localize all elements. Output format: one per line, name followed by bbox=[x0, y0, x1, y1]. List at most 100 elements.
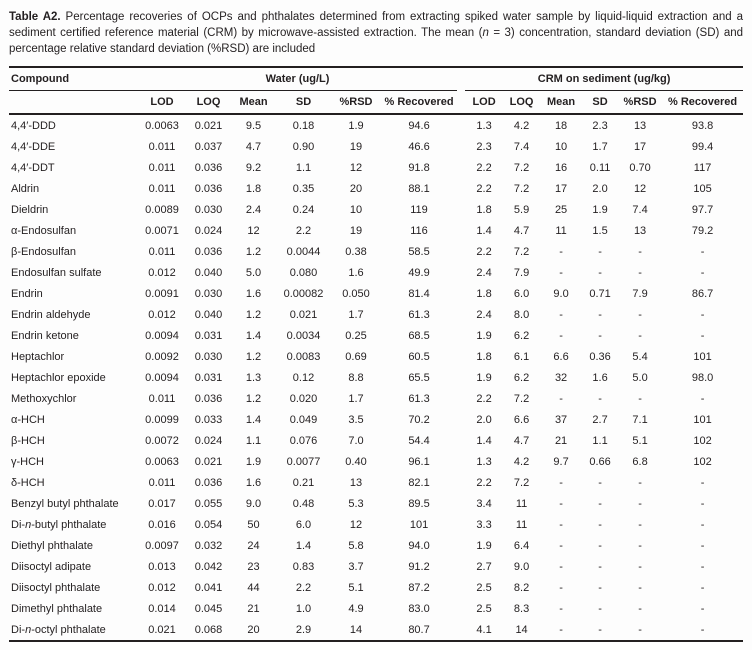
water-rsd-cell: 1.9 bbox=[348, 119, 364, 132]
water-recovered-cell: 65.5 bbox=[408, 371, 430, 384]
column-gap-cell bbox=[457, 577, 465, 598]
crm-sd-cell: - bbox=[598, 623, 602, 636]
water-sd-cell: 1.1 bbox=[295, 161, 312, 174]
water-rsd-header: %RSD bbox=[331, 90, 381, 115]
water-mean-cell: 1.8 bbox=[245, 182, 262, 195]
crm-rsd-cell: 7.4 bbox=[632, 203, 648, 216]
crm-rsd-cell: 17 bbox=[633, 140, 647, 153]
sub-header-blank bbox=[9, 90, 138, 115]
water-mean-cell: 21 bbox=[247, 602, 260, 615]
water-rsd-cell: 10 bbox=[349, 203, 363, 216]
crm-loq-cell: 5.9 bbox=[513, 203, 530, 216]
column-gap-cell bbox=[457, 241, 465, 262]
crm-sd-cell: 2.7 bbox=[592, 413, 608, 426]
water-sd-cell: 0.0034 bbox=[286, 329, 321, 342]
crm-recovered-cell: - bbox=[700, 266, 705, 279]
crm-sd-cell: 1.9 bbox=[592, 203, 608, 216]
water-lod-cell: 0.011 bbox=[148, 161, 176, 174]
water-rsd-cell: 20 bbox=[349, 182, 363, 195]
crm-lod-cell: 1.8 bbox=[476, 287, 492, 300]
column-gap-cell bbox=[457, 493, 465, 514]
crm-lod-cell: 3.4 bbox=[476, 497, 492, 510]
table-body: 4,4′-DDD 0.0063 0.021 9.5 0.18 1.9 94.6 1.3 4.2 1… bbox=[9, 114, 743, 641]
compound-name-cell: Endrin ketone bbox=[11, 329, 79, 342]
water-loq-header: LOQ bbox=[186, 90, 231, 115]
water-loq-cell: 0.024 bbox=[194, 434, 223, 447]
water-mean-cell: 50 bbox=[247, 518, 260, 531]
column-gap-cell bbox=[457, 178, 465, 199]
compound-name-cell: Endrin bbox=[11, 287, 43, 300]
table-row: 4,4′-DDE 0.011 0.037 4.7 0.90 19 46.6 2.3 7.4 10 1… bbox=[9, 136, 743, 157]
water-lod-cell: 0.011 bbox=[148, 182, 176, 195]
crm-sd-cell: 1.6 bbox=[592, 371, 608, 384]
water-mean-cell: 1.2 bbox=[245, 308, 262, 321]
crm-lod-cell: 1.4 bbox=[476, 224, 492, 237]
crm-rsd-cell: - bbox=[638, 560, 642, 573]
crm-mean-cell: 16 bbox=[554, 161, 568, 174]
crm-lod-cell: 2.5 bbox=[476, 581, 492, 594]
water-lod-cell: 0.0097 bbox=[145, 539, 179, 552]
crm-group-header: CRM on sediment (ug/kg) bbox=[465, 66, 744, 91]
column-gap-cell bbox=[457, 409, 465, 430]
crm-loq-cell: 7.2 bbox=[513, 182, 530, 195]
water-mean-cell: 1.2 bbox=[245, 350, 262, 363]
water-mean-cell: 5.0 bbox=[245, 266, 262, 279]
water-sd-cell: 2.2 bbox=[295, 581, 312, 594]
group-gap bbox=[457, 66, 466, 91]
water-mean-header: Mean bbox=[231, 90, 276, 115]
water-recovered-cell: 116 bbox=[410, 224, 428, 237]
table-row: Dieldrin 0.0089 0.030 2.4 0.24 10 119 1.8 5.9 25 1… bbox=[9, 199, 743, 220]
crm-sd-cell: - bbox=[598, 476, 602, 489]
crm-lod-cell: 2.2 bbox=[476, 245, 492, 258]
table-row: Dimethyl phthalate 0.014 0.045 21 1.0 4.9 83.0… bbox=[9, 598, 743, 619]
water-mean-cell: 44 bbox=[247, 581, 260, 594]
water-sd-cell: 0.021 bbox=[289, 308, 318, 321]
crm-sd-cell: 0.11 bbox=[589, 161, 611, 174]
crm-recovered-cell: 93.8 bbox=[691, 119, 714, 132]
water-recovered-cell: 80.7 bbox=[408, 623, 430, 636]
water-loq-cell: 0.040 bbox=[194, 266, 223, 279]
crm-mean-cell: 37 bbox=[554, 413, 568, 426]
water-recovered-cell: 119 bbox=[410, 203, 428, 216]
crm-loq-cell: 8.3 bbox=[513, 602, 530, 615]
table-row: 4,4′-DDT 0.011 0.036 9.2 1.1 12 91.8 2.2 7.2 16 0.… bbox=[9, 157, 743, 178]
water-lod-cell: 0.0063 bbox=[145, 455, 179, 468]
crm-mean-cell: - bbox=[559, 476, 563, 489]
water-loq-cell: 0.033 bbox=[194, 413, 223, 426]
water-lod-cell: 0.014 bbox=[148, 602, 176, 615]
water-sd-cell: 0.90 bbox=[292, 140, 315, 153]
water-loq-cell: 0.041 bbox=[194, 581, 223, 594]
crm-lod-cell: 2.3 bbox=[476, 140, 492, 153]
crm-mean-cell: - bbox=[559, 392, 563, 405]
crm-sd-cell: - bbox=[598, 266, 602, 279]
compound-name-cell: Methoxychlor bbox=[11, 392, 77, 405]
crm-loq-header: LOQ bbox=[503, 90, 541, 115]
water-lod-cell: 0.011 bbox=[148, 392, 176, 405]
column-gap-cell bbox=[457, 199, 465, 220]
crm-loq-cell: 6.0 bbox=[513, 287, 530, 300]
compound-name-cell: Heptachlor epoxide bbox=[11, 371, 106, 384]
water-mean-cell: 1.2 bbox=[245, 392, 262, 405]
crm-recovered-cell: - bbox=[700, 245, 705, 258]
water-recovered-cell: 94.0 bbox=[408, 539, 430, 552]
water-mean-cell: 1.9 bbox=[245, 455, 262, 468]
crm-recovered-cell: - bbox=[700, 518, 705, 531]
crm-rsd-cell: 5.0 bbox=[632, 371, 648, 384]
compound-name-cell: 4,4′-DDT bbox=[11, 161, 55, 174]
column-gap-cell bbox=[457, 304, 465, 325]
water-rsd-cell: 0.38 bbox=[345, 245, 367, 258]
water-mean-cell: 12 bbox=[247, 224, 260, 237]
crm-lod-cell: 2.4 bbox=[476, 266, 492, 279]
water-sd-cell: 0.48 bbox=[292, 497, 315, 510]
crm-loq-cell: 11 bbox=[515, 518, 528, 531]
water-lod-cell: 0.0071 bbox=[145, 224, 179, 237]
table-row: β-Endosulfan 0.011 0.036 1.2 0.0044 0.38 58.5 2… bbox=[9, 241, 743, 262]
water-mean-cell: 9.5 bbox=[245, 119, 262, 132]
crm-mean-cell: 11 bbox=[555, 224, 567, 237]
crm-rsd-cell: 13 bbox=[633, 224, 647, 237]
water-recovered-cell: 91.8 bbox=[408, 161, 430, 174]
water-lod-cell: 0.0094 bbox=[145, 371, 179, 384]
crm-mean-cell: - bbox=[559, 329, 563, 342]
crm-rsd-cell: - bbox=[638, 539, 642, 552]
